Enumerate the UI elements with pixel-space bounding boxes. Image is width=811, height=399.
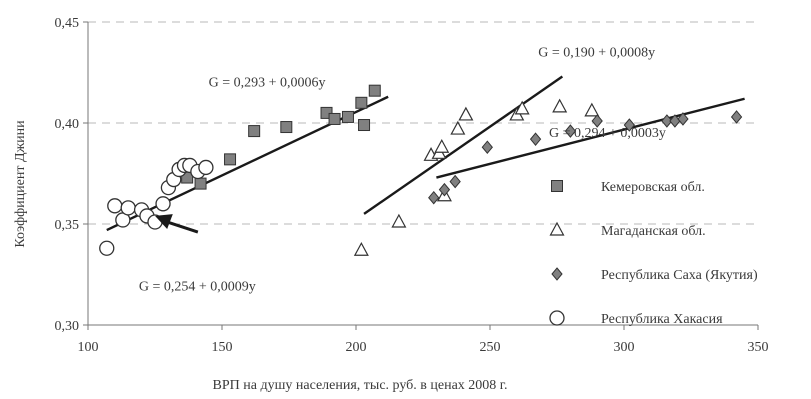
y-axis-title: Коэффициент Джини	[13, 120, 28, 248]
arrow-head	[155, 214, 173, 230]
legend: Кемеровская обл. Магаданская обл. Республи…	[549, 180, 758, 327]
data-point-diamond	[591, 114, 603, 128]
data-point-diamond	[623, 118, 636, 132]
trendlines	[106, 75, 745, 232]
data-point-diamond	[481, 140, 493, 155]
x-tick-label: 100	[78, 340, 99, 355]
data-point-square	[320, 106, 333, 119]
data-point-diamond	[449, 174, 461, 189]
legend-label: Кемеровская обл.	[601, 180, 705, 195]
legend-label: Республика Саха (Якутия)	[601, 268, 758, 283]
data-point-square	[341, 110, 354, 123]
trendline	[436, 97, 745, 179]
data-point-circle	[120, 200, 136, 216]
legend-marker-square	[551, 180, 563, 192]
legend-label: Магаданская обл.	[601, 224, 706, 239]
data-point-triangle	[391, 213, 407, 228]
data-point-square	[224, 153, 237, 166]
trend-equation: G = 0,190 + 0,0008y	[538, 45, 655, 60]
trendline	[106, 95, 389, 232]
trend-equation: G = 0,294 + 0,0003y	[549, 126, 666, 141]
axes: 0,30 0,35 0,40 0,45 100 150 200 250 300 350	[55, 16, 769, 355]
x-tick-label: 350	[748, 340, 769, 355]
arrow-shaft	[163, 219, 199, 234]
data-point-triangle	[584, 102, 600, 117]
data-point-square	[328, 112, 341, 125]
data-point-square	[358, 119, 371, 132]
data-point-diamond	[428, 190, 440, 205]
y-tick-label: 0,30	[55, 319, 80, 334]
y-tick-label: 0,35	[55, 218, 80, 233]
x-tick-label: 150	[212, 340, 233, 355]
data-point-triangle	[450, 120, 466, 135]
data-point-square	[280, 121, 293, 134]
data-point-triangle	[458, 106, 474, 121]
legend-marker-triangle	[549, 221, 565, 236]
y-tick-label: 0,40	[55, 117, 80, 132]
data-point-triangle	[353, 242, 369, 256]
x-axis-title: ВРП на душу населения, тыс. руб. в ценах…	[213, 378, 508, 393]
y-tick-label: 0,45	[55, 16, 80, 31]
data-point-circle	[155, 196, 171, 212]
data-point-triangle	[552, 98, 568, 113]
legend-marker-diamond	[551, 267, 563, 281]
x-tick-label: 250	[480, 340, 501, 355]
data-point-circle	[107, 198, 123, 214]
data-point-diamond	[438, 182, 451, 197]
data-point-diamond	[730, 110, 743, 124]
data-point-diamond	[564, 124, 577, 138]
data-point-square	[355, 96, 368, 109]
trendline	[363, 75, 564, 215]
data-point-diamond	[661, 114, 673, 128]
trend-equation: G = 0,254 + 0,0009y	[139, 280, 256, 295]
x-tick-label: 200	[346, 340, 367, 355]
data-point-square	[194, 177, 207, 190]
data-point-circle	[99, 240, 115, 256]
data-point-square	[368, 84, 381, 97]
legend-marker-circle	[549, 310, 565, 326]
trend-equation: G = 0,293 + 0,0006y	[209, 76, 326, 91]
data-point-triangle	[434, 138, 450, 153]
annotations: G = 0,293 + 0,0006y G = 0,190 + 0,0008y G …	[139, 45, 666, 294]
data-point-circle	[198, 159, 214, 176]
data-point-square	[248, 125, 261, 138]
data-point-triangle	[514, 100, 530, 115]
legend-label: Республика Хакасия	[601, 312, 723, 327]
x-tick-label: 300	[614, 340, 635, 355]
data-point-diamond	[677, 112, 689, 126]
data-point-diamond	[529, 132, 542, 146]
